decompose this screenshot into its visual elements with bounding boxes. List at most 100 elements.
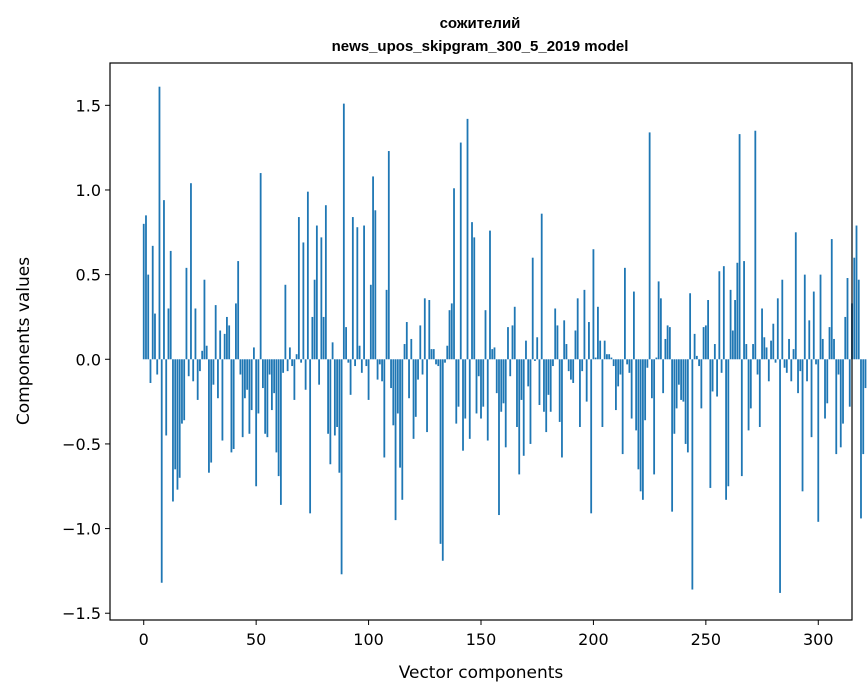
bar (340, 359, 343, 575)
bar (576, 298, 579, 360)
bar (477, 359, 480, 377)
bar (142, 223, 145, 360)
bar (430, 349, 433, 360)
bar (369, 284, 372, 360)
bar (525, 340, 527, 360)
bar (779, 359, 781, 593)
bar (763, 337, 766, 360)
bar (653, 359, 656, 475)
bar (698, 359, 700, 367)
bar (727, 359, 730, 487)
bar (412, 359, 415, 439)
bar (507, 327, 509, 360)
bar (821, 338, 824, 360)
bar (628, 359, 631, 373)
bar (228, 325, 231, 360)
bar (803, 274, 806, 360)
bar (163, 200, 165, 360)
bar (459, 142, 462, 360)
bar (862, 359, 865, 455)
bar (648, 132, 651, 360)
bar (291, 359, 294, 367)
bar (810, 359, 813, 438)
bar (376, 359, 379, 380)
bar (848, 359, 851, 407)
bar (711, 359, 714, 392)
bar (214, 305, 217, 360)
bar (673, 359, 676, 434)
bar (219, 330, 222, 360)
bar (423, 298, 426, 360)
bar (315, 225, 318, 360)
bar (716, 359, 718, 397)
bar (246, 359, 249, 390)
bar (630, 359, 633, 419)
bar (567, 359, 570, 372)
bar (277, 359, 280, 477)
bar (178, 359, 181, 478)
bar (774, 359, 777, 363)
bar (504, 359, 507, 448)
bar (765, 347, 768, 360)
bar (194, 308, 197, 360)
bar (264, 359, 267, 434)
bar (471, 222, 473, 360)
bar (354, 359, 356, 367)
bar (857, 279, 860, 360)
bar (288, 347, 291, 360)
bar (626, 359, 629, 365)
bar (181, 359, 183, 424)
bar (489, 230, 491, 360)
bar (511, 325, 514, 360)
bar (306, 191, 309, 360)
bar (392, 359, 395, 426)
bar (538, 359, 541, 405)
bar (808, 320, 811, 360)
bars (142, 86, 867, 593)
bar (147, 274, 150, 360)
bar (817, 359, 820, 522)
x-axis-label: Vector components (399, 663, 564, 683)
bar (385, 289, 388, 360)
bar (484, 310, 487, 360)
bar (799, 359, 802, 372)
bar (783, 359, 786, 368)
bar (401, 359, 404, 500)
bar (677, 359, 680, 385)
bar (758, 359, 761, 427)
bar (682, 359, 685, 402)
bar (830, 239, 833, 360)
bar (801, 359, 804, 492)
bar (583, 289, 586, 360)
bar (410, 338, 413, 360)
bar (657, 281, 660, 360)
bar (635, 359, 638, 431)
bar (230, 359, 233, 453)
y-axis-ticks: −1.5 −1.0 −0.5 0.0 0.5 1.0 1.5 (62, 96, 110, 623)
x-tick-label: 300 (803, 630, 834, 649)
bar (695, 355, 698, 360)
bar (255, 359, 258, 487)
bar (662, 359, 665, 394)
bar (417, 359, 419, 380)
bar (812, 291, 815, 360)
bar (309, 359, 312, 514)
bar (639, 359, 642, 492)
bar (686, 359, 689, 453)
bar (387, 151, 390, 360)
plot-frame (109, 62, 853, 621)
bar (282, 359, 285, 373)
bar (650, 359, 653, 399)
bar (615, 359, 617, 411)
bar (275, 359, 278, 453)
bar (223, 333, 226, 360)
bar (205, 345, 208, 360)
bar (689, 293, 692, 360)
bar (320, 237, 323, 360)
bar (516, 359, 518, 427)
bar (270, 359, 273, 411)
bar (860, 359, 862, 519)
bar (552, 359, 554, 367)
bar (333, 359, 336, 436)
bar (324, 205, 327, 360)
